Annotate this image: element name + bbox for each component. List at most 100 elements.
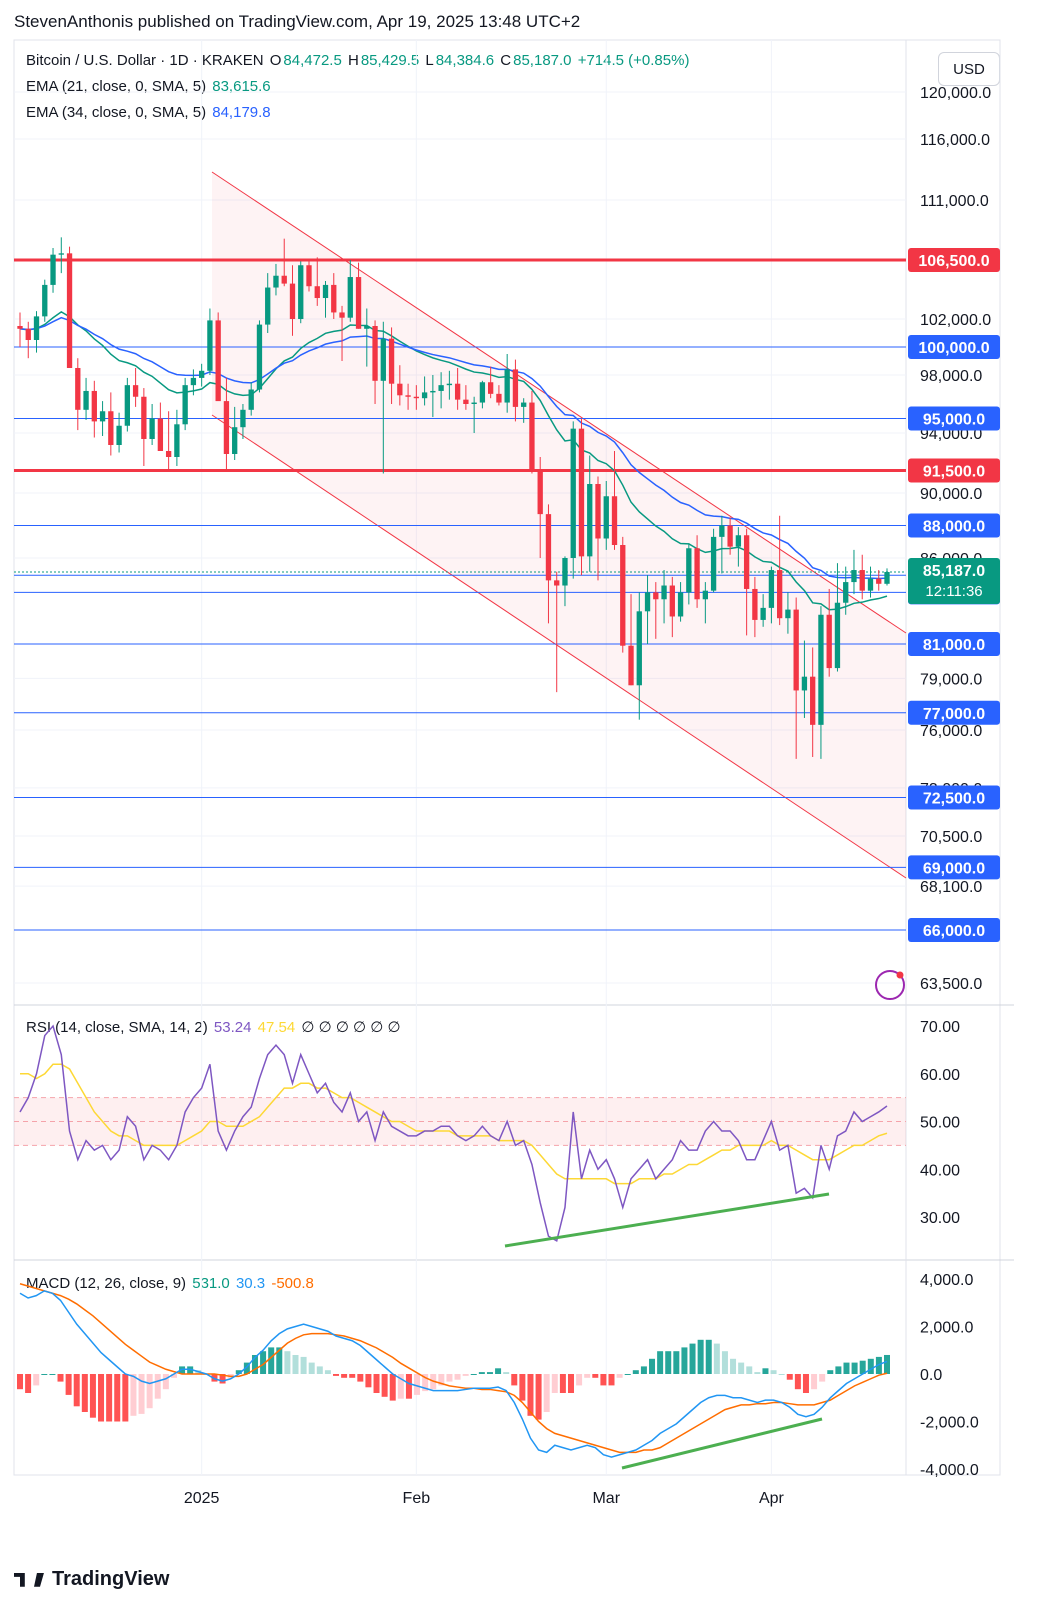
macd-histogram-bar bbox=[762, 1368, 769, 1374]
y-tick-label: 79,000.0 bbox=[920, 671, 982, 688]
candle-body bbox=[818, 614, 824, 725]
chart-svg[interactable]: 2025 Feb Mar Apr 120,000.0 116,000.0 111,000.0… bbox=[0, 0, 1052, 1560]
candle-body bbox=[174, 424, 180, 457]
notification-dot-icon bbox=[896, 971, 904, 979]
candle-body bbox=[504, 369, 510, 403]
tradingview-logo-icon-dot bbox=[34, 1572, 44, 1587]
y-tick-label: 76,000.0 bbox=[920, 723, 982, 740]
level-price-tag bbox=[908, 406, 1000, 431]
candle-body bbox=[232, 427, 238, 454]
candle-body bbox=[50, 254, 56, 285]
ema34-value: 84,179.8 bbox=[212, 104, 271, 121]
y-tick-label: 120,000.0 bbox=[920, 85, 991, 102]
candle-body bbox=[17, 326, 23, 329]
level-price-tag-text: 81,000.0 bbox=[923, 637, 985, 654]
macd-histogram-bar bbox=[875, 1356, 882, 1374]
macd-histogram-bar bbox=[17, 1374, 23, 1390]
macd-histogram-bar bbox=[851, 1362, 858, 1374]
rsi-line bbox=[19, 1024, 888, 1243]
candle-body bbox=[132, 385, 139, 397]
candle-body bbox=[826, 614, 832, 669]
candle-body bbox=[595, 484, 601, 539]
candle-body bbox=[636, 611, 642, 686]
macd-histogram-bar bbox=[81, 1374, 88, 1412]
level-price-tag bbox=[908, 700, 1000, 725]
macd-label: MACD (12, 26, close, 9) bbox=[26, 1275, 187, 1292]
candle-body bbox=[108, 411, 114, 445]
macd-histogram-bar bbox=[235, 1370, 242, 1374]
macd-histogram-bar bbox=[551, 1374, 558, 1393]
macd-histogram-bar bbox=[632, 1370, 639, 1374]
candle-body bbox=[397, 383, 403, 396]
macd-histogram-bar bbox=[341, 1374, 348, 1378]
macd-histogram-bar bbox=[138, 1374, 145, 1414]
candle-body bbox=[620, 545, 626, 646]
rsi-ma-line bbox=[20, 1063, 888, 1185]
macd-histogram-bar bbox=[73, 1374, 80, 1407]
candle-body bbox=[149, 418, 155, 439]
candle-body bbox=[240, 409, 246, 428]
candle-body bbox=[298, 265, 304, 319]
macd-histogram-bar bbox=[778, 1374, 785, 1375]
rsi-y-tick-label: 30.00 bbox=[920, 1210, 960, 1227]
tradingview-brand[interactable]: TradingView bbox=[14, 1568, 169, 1591]
candle-body bbox=[545, 514, 552, 581]
change-value: +714.5 (+0.85%) bbox=[577, 52, 690, 69]
macd-histogram-bar bbox=[730, 1358, 737, 1374]
candle-body bbox=[611, 496, 618, 545]
candle-body bbox=[537, 470, 543, 515]
macd-histogram-bar bbox=[802, 1374, 809, 1393]
ema21-label: EMA (21, close, 0, SMA, 5) bbox=[26, 78, 207, 95]
candle-body bbox=[661, 585, 667, 600]
rsi-y-tick-label: 40.00 bbox=[920, 1162, 960, 1179]
macd-histogram-bar bbox=[308, 1362, 315, 1374]
rsi-y-tick-label: 60.00 bbox=[920, 1067, 960, 1084]
candle-body bbox=[438, 385, 444, 391]
level-price-tag bbox=[908, 248, 1000, 272]
candle-body bbox=[99, 411, 106, 422]
candle-body bbox=[58, 253, 64, 255]
candle-body bbox=[776, 570, 783, 619]
level-price-tag-text: 72,500.0 bbox=[923, 790, 985, 807]
candle-body bbox=[793, 609, 799, 691]
candle-body bbox=[446, 383, 453, 386]
macd-histogram-bar bbox=[495, 1368, 502, 1374]
macd-histogram-bar bbox=[357, 1374, 364, 1382]
candle-body bbox=[810, 676, 816, 725]
candle-body bbox=[248, 389, 254, 410]
macd-histogram-bar bbox=[65, 1374, 72, 1395]
y-tick-label: 70,500.0 bbox=[920, 829, 982, 846]
macd-histogram-bar bbox=[608, 1374, 615, 1386]
level-price-tag-text: 95,000.0 bbox=[923, 412, 985, 429]
macd-histogram-bar bbox=[754, 1372, 761, 1374]
ema34-label: EMA (34, close, 0, SMA, 5) bbox=[26, 104, 207, 121]
macd-histogram-bar bbox=[527, 1374, 534, 1416]
macd-histogram-bar bbox=[162, 1374, 169, 1390]
rsi-label: RSI (14, close, SMA, 14, 2) bbox=[26, 1019, 208, 1036]
candle-body bbox=[198, 370, 205, 378]
candle-body bbox=[463, 399, 469, 404]
y-tick-label: 98,000.0 bbox=[920, 368, 982, 385]
candle-body bbox=[694, 548, 700, 600]
candle-body bbox=[479, 382, 486, 403]
macd-histogram-bar bbox=[811, 1374, 818, 1390]
macd-histogram-bar bbox=[292, 1355, 299, 1374]
macd-histogram-bar bbox=[746, 1366, 753, 1374]
macd-histogram-bar bbox=[130, 1374, 137, 1416]
candle-body bbox=[75, 368, 81, 410]
candle-body bbox=[380, 338, 386, 381]
candle-body bbox=[33, 316, 40, 340]
macd-histogram-bar bbox=[649, 1358, 656, 1374]
macd-histogram-bar bbox=[89, 1374, 96, 1418]
macd-signal-value: 30.3 bbox=[235, 1275, 266, 1292]
macd-histogram-bar bbox=[640, 1366, 647, 1374]
macd-y-tick-label: 0.0 bbox=[920, 1367, 942, 1384]
macd-histogram-bar bbox=[697, 1339, 704, 1374]
macd-histogram-bar bbox=[146, 1374, 153, 1409]
macd-histogram-bar bbox=[187, 1366, 194, 1374]
candle-body bbox=[521, 402, 527, 407]
candle-body bbox=[281, 275, 287, 284]
macd-histogram-bar bbox=[446, 1374, 453, 1382]
candle-body bbox=[529, 402, 535, 471]
macd-histogram-bar bbox=[373, 1374, 380, 1393]
